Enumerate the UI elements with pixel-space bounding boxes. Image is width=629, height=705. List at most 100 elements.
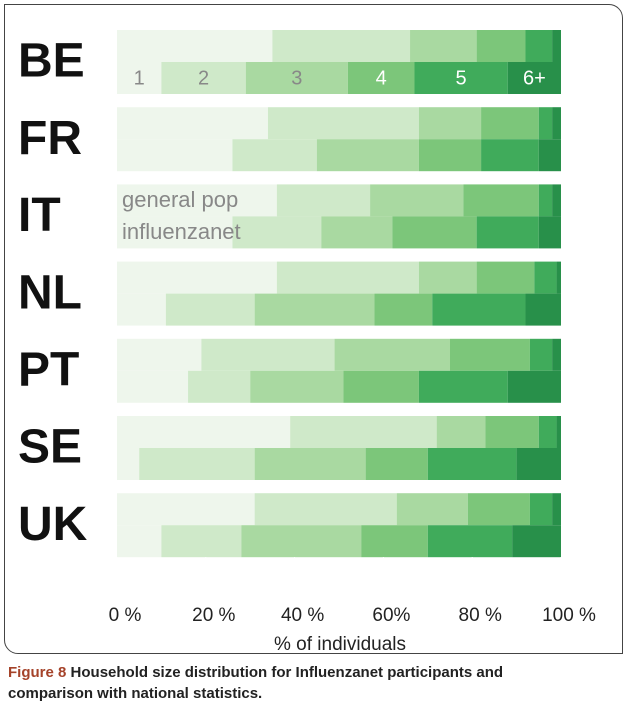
bar-segment: [272, 30, 411, 62]
bar-segment: [467, 493, 530, 526]
bar-segment: [525, 293, 561, 326]
category-label: NL: [18, 266, 82, 319]
legend-label: 3: [291, 67, 302, 89]
bar-segment: [463, 184, 539, 217]
x-tick-label: 80 %: [459, 605, 502, 626]
bar-segment: [374, 293, 433, 326]
bar-segment: [117, 62, 162, 94]
bar-segment: [117, 338, 202, 371]
bar-segment: [365, 448, 428, 480]
bar-segment: [552, 338, 561, 371]
legend-label: 4: [376, 67, 387, 89]
bar-segment: [476, 30, 526, 62]
legend-label: 5: [456, 67, 467, 89]
bar-segment: [241, 525, 362, 558]
bar-segment: [117, 184, 277, 217]
x-tick-label: 0 %: [109, 605, 142, 626]
bar-segment: [254, 493, 397, 526]
bar-segment: [117, 30, 273, 62]
bar-segment: [321, 216, 393, 249]
x-tick-label: 20 %: [192, 605, 235, 626]
bar-segment: [410, 30, 477, 62]
bar-segment: [161, 62, 246, 94]
bar-segment: [276, 261, 419, 294]
bar-segment: [552, 107, 561, 140]
bar-segment: [117, 370, 189, 403]
figure-frame: [4, 4, 623, 654]
bar-label: influenzanet: [122, 219, 241, 244]
category-label: FR: [18, 112, 82, 165]
legend-label: 1: [134, 67, 145, 89]
bar-segment: [347, 62, 415, 94]
category-label: UK: [18, 498, 88, 551]
bar-segment: [232, 139, 317, 172]
bar-segment: [418, 261, 477, 294]
bar-segment: [476, 261, 535, 294]
bar-segment: [396, 493, 468, 526]
bar-segment: [361, 525, 428, 558]
bar-segment: [188, 370, 251, 403]
legend-label: 6+: [523, 67, 546, 89]
bar-segment: [538, 107, 553, 140]
bar-segment: [552, 493, 561, 526]
bar-segment: [529, 338, 553, 371]
bar-segment: [432, 293, 526, 326]
bar-segment: [418, 139, 482, 172]
bar-segment: [450, 338, 530, 371]
bar-segment: [117, 216, 233, 249]
bar-segment: [512, 525, 561, 558]
bar-segment: [117, 107, 268, 140]
bar-segment: [516, 448, 561, 480]
bar-segment: [414, 62, 508, 94]
caption-text: Household size distribution for Influenz…: [8, 664, 504, 702]
bar-segment: [481, 107, 539, 140]
bar-segment: [232, 216, 322, 249]
bar-segment: [552, 30, 561, 62]
bar-segment: [476, 216, 539, 249]
bar-segment: [117, 493, 255, 526]
bar-segment: [427, 525, 513, 558]
category-label: BE: [18, 35, 85, 88]
caption: Figure 8 Household size distribution for…: [8, 662, 548, 704]
caption-label: Figure 8: [8, 664, 67, 681]
x-tick-label: 100 %: [542, 605, 596, 626]
bar-segment: [427, 448, 517, 480]
bar-segment: [254, 293, 375, 326]
bar-segment: [392, 216, 477, 249]
chart: % of individuals BE 1 2 3 4 5 6+ FR IT NL PT SE UK ge…: [18, 30, 596, 655]
bar-segment: [276, 184, 371, 217]
bar-segment: [507, 370, 561, 403]
bar-segment: [161, 525, 242, 558]
bar-segment: [334, 338, 450, 371]
bar-segment: [529, 493, 553, 526]
bar-segment: [481, 139, 539, 172]
legend-label: 2: [198, 67, 209, 89]
bar-segment: [201, 338, 335, 371]
bar-segment: [418, 107, 482, 140]
bar-segment: [538, 184, 553, 217]
bar-segment: [538, 416, 557, 448]
bar-segment: [290, 416, 437, 448]
bar-segment: [370, 184, 464, 217]
category-label: IT: [18, 189, 61, 242]
bar-segment: [139, 448, 255, 480]
bar-segment: [245, 62, 348, 94]
bar-segment: [538, 216, 561, 249]
bar-segment: [436, 416, 486, 448]
bar-segment: [507, 62, 561, 94]
bar-segment: [556, 261, 561, 294]
bar-segment: [117, 261, 277, 294]
bar-segment: [534, 261, 557, 294]
bar-segment: [485, 416, 539, 448]
bar-segment: [552, 184, 561, 217]
bar-segment: [254, 448, 366, 480]
x-axis-label: % of individuals: [274, 634, 406, 655]
bar-segment: [556, 416, 561, 448]
x-tick-label: 40 %: [281, 605, 324, 626]
bar-segment: [117, 525, 162, 558]
bar-segment: [343, 370, 419, 403]
bar-label: general pop: [122, 187, 238, 212]
bar-segment: [316, 139, 419, 172]
bar-segment: [250, 370, 344, 403]
